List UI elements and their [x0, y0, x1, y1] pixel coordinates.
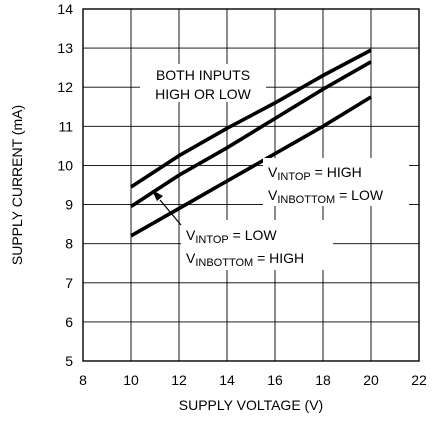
annotation-top-high-line2: VINBOTTOM = LOW [268, 187, 384, 206]
x-tick-label: 20 [363, 372, 379, 388]
series-both-inputs [130, 48, 372, 189]
annotation-arrow [159, 199, 182, 226]
voltage-symbol: V [268, 187, 278, 203]
y-tick-label: 12 [57, 79, 73, 95]
x-tick-label: 10 [123, 372, 139, 388]
y-tick-label: 10 [57, 157, 73, 173]
annotation-top-high-background [263, 158, 409, 206]
equals-high: = HIGH [253, 250, 304, 266]
series-top-high-bottom-low [130, 60, 372, 209]
annotation-top-low-line2: VINBOTTOM = HIGH [186, 250, 304, 269]
y-tick-label: 6 [65, 314, 73, 330]
y-tick-label: 13 [57, 40, 73, 56]
x-tick-label: 18 [315, 372, 331, 388]
annotation-both-inputs-line1: BOTH INPUTS [156, 67, 250, 83]
equals-low: = LOW [335, 187, 384, 203]
y-tick-label: 7 [65, 275, 73, 291]
y-tick-label: 5 [65, 353, 73, 369]
x-tick-label: 14 [219, 372, 235, 388]
plot-frame [82, 8, 420, 362]
subscript-inbottom: INBOTTOM [277, 194, 335, 206]
y-tick-label: 14 [57, 1, 73, 17]
y-tick-label: 9 [65, 197, 73, 213]
y-axis-label: SUPPLY CURRENT (mA) [9, 105, 25, 265]
equals-low: = LOW [229, 227, 278, 243]
x-tick-label: 8 [79, 372, 87, 388]
x-tick-label: 16 [267, 372, 283, 388]
x-axis-label: SUPPLY VOLTAGE (V) [179, 397, 323, 413]
subscript-inbottom: INBOTTOM [195, 257, 253, 269]
annotation-both-inputs-line2: HIGH OR LOW [155, 86, 251, 102]
x-tick-label: 22 [411, 372, 427, 388]
tick-labels: 8 10 12 14 16 18 20 22 5 6 7 8 9 10 11 12 13 14 [57, 1, 427, 388]
annotation-arrowhead [152, 190, 163, 201]
voltage-symbol: V [268, 164, 278, 180]
equals-high: = HIGH [311, 164, 362, 180]
annotation-both-inputs-background [140, 64, 266, 102]
x-tick-label: 12 [171, 372, 187, 388]
annotation-top-low-background [181, 220, 333, 270]
annotation-top-low-line1: VINTOP = LOW [186, 227, 277, 246]
subscript-intop: INTOP [277, 171, 310, 183]
subscript-intop: INTOP [195, 234, 228, 246]
y-tick-label: 11 [58, 118, 73, 134]
annotation-top-high-line1: VINTOP = HIGH [268, 164, 362, 183]
voltage-symbol: V [186, 227, 196, 243]
y-tick-label: 8 [65, 236, 73, 252]
voltage-symbol: V [186, 250, 196, 266]
